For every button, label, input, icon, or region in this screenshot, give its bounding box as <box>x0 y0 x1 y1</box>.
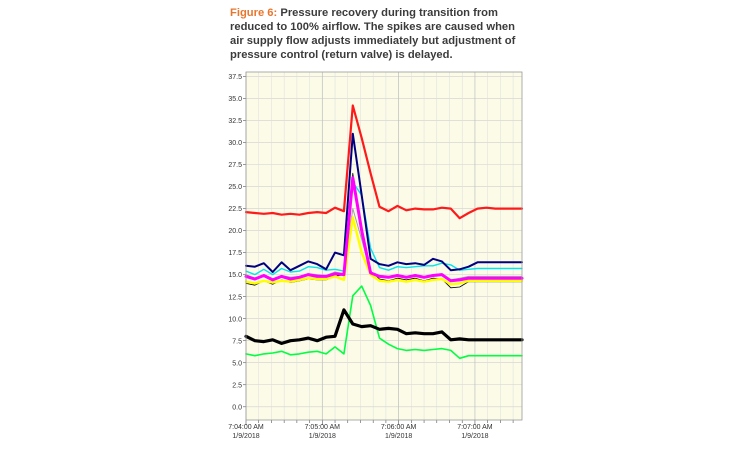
x-tick-label: 7:07:00 AM <box>457 424 493 431</box>
series-line-5 <box>245 132 523 273</box>
figure-caption-text: Pressure recovery during transition from… <box>230 7 516 61</box>
y-tick-label: 2.5 <box>232 382 242 389</box>
plot-area <box>246 72 522 420</box>
axes: 37.5 35.0 32.5 30.0 27.5 25.0 22.5 20.0 17.5 15.0… <box>228 71 523 440</box>
y-tick-label: 5.0 <box>232 360 242 367</box>
series-line-1 <box>244 104 524 220</box>
series-line-8 <box>244 216 524 286</box>
y-tick-label: 17.5 <box>228 250 242 257</box>
y-tick-label: 7.5 <box>232 338 242 345</box>
y-tick-label: 32.5 <box>228 118 242 125</box>
series-line-4 <box>245 181 523 276</box>
y-tick-label: 35.0 <box>228 96 242 103</box>
x-tick-date: 1/9/2018 <box>461 433 488 440</box>
x-tick-date: 1/9/2018 <box>309 433 336 440</box>
x-tick-label: 7:06:00 AM <box>381 424 417 431</box>
y-tick-label: 12.5 <box>228 294 242 301</box>
y-tick-label: 0.0 <box>232 404 242 411</box>
figure-caption: Figure 6: Pressure recovery during trans… <box>230 6 530 62</box>
x-tick-label: 7:05:00 AM <box>305 424 341 431</box>
figure-label: Figure 6: <box>230 7 278 19</box>
x-tick-date: 1/9/2018 <box>385 433 412 440</box>
y-tick-label: 22.5 <box>228 206 242 213</box>
y-tick-label: 27.5 <box>228 162 242 169</box>
y-tick-label: 25.0 <box>228 184 242 191</box>
series-line-3 <box>244 308 524 345</box>
series-line-2 <box>245 285 523 360</box>
y-tick-label: 15.0 <box>228 272 242 279</box>
plot-frame <box>245 71 523 421</box>
y-tick-label: 10.0 <box>228 316 242 323</box>
x-tick-label: 7:04:00 AM <box>228 424 264 431</box>
y-tick-label: 20.0 <box>228 228 242 235</box>
series-layer <box>244 104 524 360</box>
y-tick-label: 30.0 <box>228 140 242 147</box>
y-tick-label: 37.5 <box>228 74 242 81</box>
x-tick-date: 1/9/2018 <box>232 433 259 440</box>
series-line-9 <box>244 176 524 283</box>
